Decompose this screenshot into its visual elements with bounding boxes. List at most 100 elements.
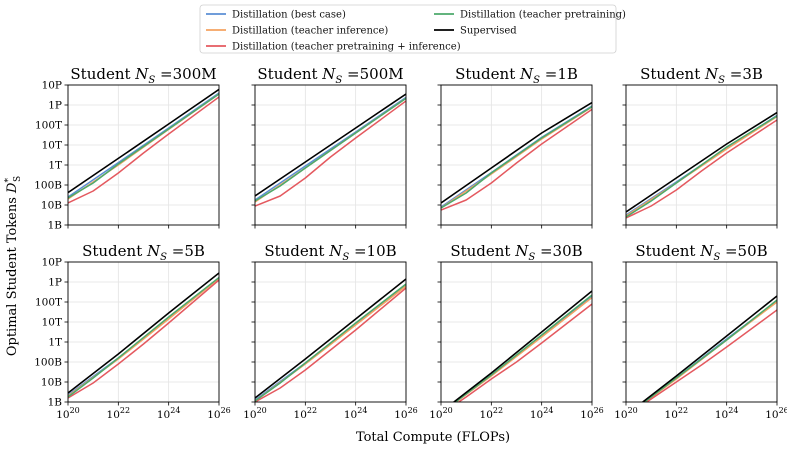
series-line-pretrain_inference <box>645 309 777 402</box>
panel-title: Student NS =300M <box>70 65 216 86</box>
y-tick-label: 10T <box>42 317 62 329</box>
y-tick-label: 10P <box>42 257 62 269</box>
x-tick-label: 1022 <box>480 406 504 421</box>
legend-label-pretrain: Distillation (teacher pretraining) <box>460 10 626 21</box>
legend-label-supervised: Supervised <box>460 26 517 37</box>
y-tick-label: 10B <box>41 377 62 389</box>
panel-frame <box>67 84 220 226</box>
panel-frame <box>67 261 220 403</box>
series-line-supervised <box>641 295 777 402</box>
panel-frame <box>440 84 593 226</box>
panel-1: 1B 10B 100B 1T 10T 100T 1P 10P Student NS =300M <box>34 65 220 232</box>
panel-title: Student NS =50B <box>635 242 767 263</box>
chart-legend: Distillation (best case) Distillation (te… <box>199 4 626 54</box>
series-line-pretrain <box>643 299 777 402</box>
panel-series <box>68 272 219 399</box>
series-line-pretrain_inference <box>255 100 406 207</box>
y-tick-label: 1T <box>48 160 62 172</box>
x-tick-label: 1020 <box>614 406 638 421</box>
panel-series <box>452 290 592 402</box>
y-tick-label: 1T <box>48 337 62 349</box>
x-axis-label: Total Compute (FLOPs) <box>356 430 510 445</box>
panel-4: Student NS =3B <box>622 65 778 229</box>
legend-label-inference: Distillation (teacher inference) <box>232 26 388 37</box>
x-tick-label: 1026 <box>580 406 604 421</box>
series-line-pretrain <box>454 294 592 402</box>
panel-series <box>441 101 592 211</box>
y-tick-label: 100B <box>34 180 62 192</box>
series-line-pretrain_inference <box>441 108 592 211</box>
panel-frame <box>440 261 593 403</box>
panel-title: Student NS =30B <box>450 242 582 263</box>
panel-7: 1020 1022 1024 1026 Student NS =30B <box>429 242 604 421</box>
series-line-pretrain <box>68 277 219 398</box>
series-line-pretrain_inference <box>255 287 406 402</box>
panel-5: 1B 10B 100B 1T 10T 100T 1P 10P 1020 1022 1024 1026 S… <box>34 242 231 421</box>
series-line-pretrain <box>626 115 777 218</box>
x-tick-label: 1022 <box>665 406 689 421</box>
x-tick-label: 1024 <box>715 406 739 421</box>
series-line-pretrain <box>255 283 406 402</box>
series-line-inference <box>626 115 777 217</box>
y-axis-label-main: Optimal Student Tokens <box>5 193 20 356</box>
x-tick-label: 1026 <box>207 406 231 421</box>
legend-label-best: Distillation (best case) <box>232 10 346 21</box>
series-line-inference <box>441 106 592 209</box>
y-axis-label: Optimal Student Tokens D*S <box>4 176 23 356</box>
series-line-pretrain_inference <box>626 119 777 219</box>
panel-frame <box>625 261 778 403</box>
x-tick-label: 1026 <box>765 406 787 421</box>
panel-grid: 1B 10B 100B 1T 10T 100T 1P 10P Student NS =300M S… <box>34 65 787 421</box>
series-line-supervised <box>441 101 592 204</box>
x-tick-label: 1022 <box>107 406 131 421</box>
x-tick-label: 1024 <box>344 406 368 421</box>
panel-title: Student NS =10B <box>264 242 396 263</box>
panel-series <box>68 88 219 204</box>
series-line-pretrain <box>255 97 406 202</box>
legend-frame <box>199 4 617 54</box>
y-tick-label: 1B <box>48 397 63 409</box>
y-tick-label: 10P <box>42 80 62 92</box>
panel-title: Student NS =5B <box>82 242 205 263</box>
panel-frame <box>625 84 778 226</box>
y-tick-label: 100B <box>34 357 62 369</box>
series-line-supervised <box>255 93 406 197</box>
y-tick-label: 1P <box>48 100 62 112</box>
y-tick-label: 10T <box>42 140 62 152</box>
x-tick-label: 1026 <box>394 406 418 421</box>
series-line-supervised <box>68 272 219 394</box>
panel-series <box>626 111 777 219</box>
y-tick-label: 1B <box>48 220 63 232</box>
panel-title: Student NS =3B <box>640 65 763 86</box>
series-line-supervised <box>255 278 406 399</box>
panel-3: Student NS =1B <box>437 65 593 229</box>
series-line-pretrain_inference <box>68 96 219 204</box>
panel-frame <box>254 84 407 226</box>
panel-2: Student NS =500M <box>251 65 407 229</box>
panel-series <box>255 93 406 207</box>
panel-8: 1020 1022 1024 1026 Student NS =50B <box>614 242 787 421</box>
series-line-supervised <box>626 111 777 213</box>
x-tick-label: 1024 <box>157 406 181 421</box>
series-line-best <box>255 96 406 201</box>
y-tick-label: 100T <box>35 120 62 132</box>
series-line-pretrain <box>441 105 592 209</box>
series-line-pretrain <box>68 93 219 199</box>
panel-6: 1020 1022 1024 1026 Student NS =10B <box>243 242 418 421</box>
x-tick-label: 1020 <box>56 406 80 421</box>
panel-series <box>641 295 777 402</box>
panel-frame <box>254 261 407 403</box>
legend-label-pretrain_inference: Distillation (teacher pretraining + infe… <box>232 42 461 53</box>
y-axis-label-subscript: S <box>13 176 23 182</box>
x-tick-label: 1022 <box>294 406 318 421</box>
y-tick-label: 100T <box>35 297 62 309</box>
series-line-pretrain_inference <box>68 279 219 399</box>
panel-title: Student NS =500M <box>257 65 403 86</box>
series-line-supervised <box>68 88 219 194</box>
x-tick-label: 1020 <box>243 406 267 421</box>
x-tick-label: 1024 <box>530 406 554 421</box>
series-line-pretrain_inference <box>457 303 592 402</box>
series-line-best <box>68 92 219 198</box>
y-tick-label: 1P <box>48 277 62 289</box>
